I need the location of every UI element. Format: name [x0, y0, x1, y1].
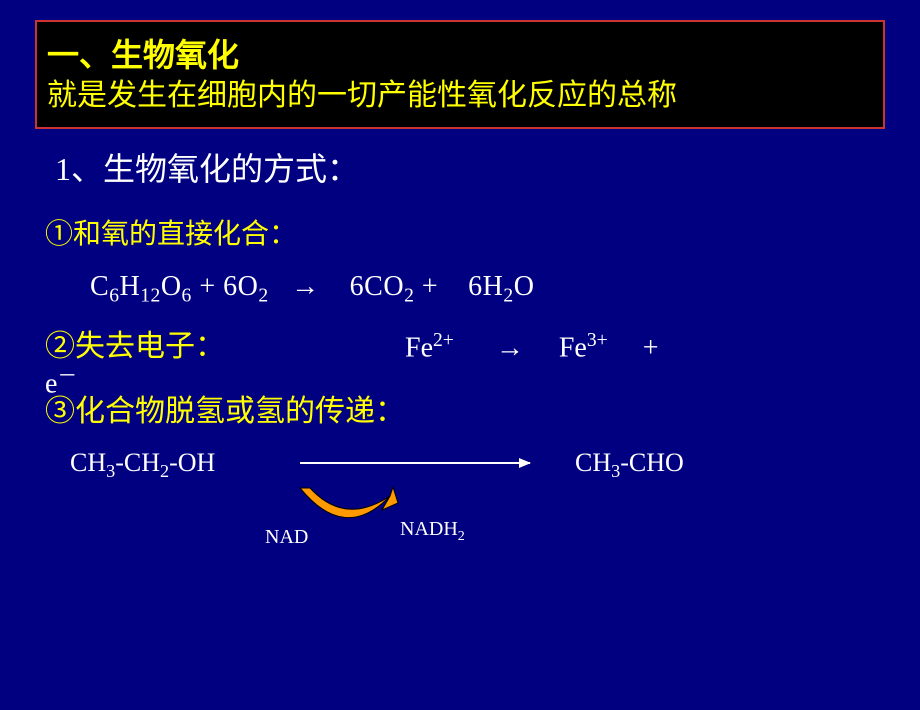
method3-equation: CH3-CH2-OH CH3-CHO NAD NADH2	[70, 448, 875, 558]
content-area: 1、生物氧化的方式： ①和氧的直接化合： C6H12O6 + 6O2 → 6CO…	[0, 129, 920, 559]
arrow-icon: →	[291, 270, 320, 301]
method1-equation: C6H12O6 + 6O2 → 6CO2 + 6H2O	[90, 270, 875, 308]
method1-label: ①和氧的直接化合：	[45, 212, 875, 252]
method3-reactant: CH3-CH2-OH	[70, 448, 215, 482]
method2-equation: Fe2+ → Fe3+ +	[405, 330, 659, 364]
title-box: 一、生物氧化 就是发生在细胞内的一切产能性氧化反应的总称	[35, 20, 885, 129]
arrow-icon: →	[496, 331, 524, 362]
method3-product: CH3-CHO	[575, 448, 684, 482]
nadh-label: NADH2	[400, 518, 465, 545]
title-subtitle: 就是发生在细胞内的一切产能性氧化反应的总称	[47, 76, 873, 117]
nad-label: NAD	[265, 526, 308, 549]
section-heading: 1、生物氧化的方式：	[55, 144, 875, 190]
title-main: 一、生物氧化	[47, 30, 873, 76]
method2-row: ②失去电子： Fe2+ → Fe3+ +	[45, 321, 875, 365]
method3-label: ③化合物脱氢或氢的传递：	[45, 386, 875, 430]
method2-label: ②失去电子：	[45, 321, 405, 365]
long-arrow-icon	[300, 462, 530, 464]
